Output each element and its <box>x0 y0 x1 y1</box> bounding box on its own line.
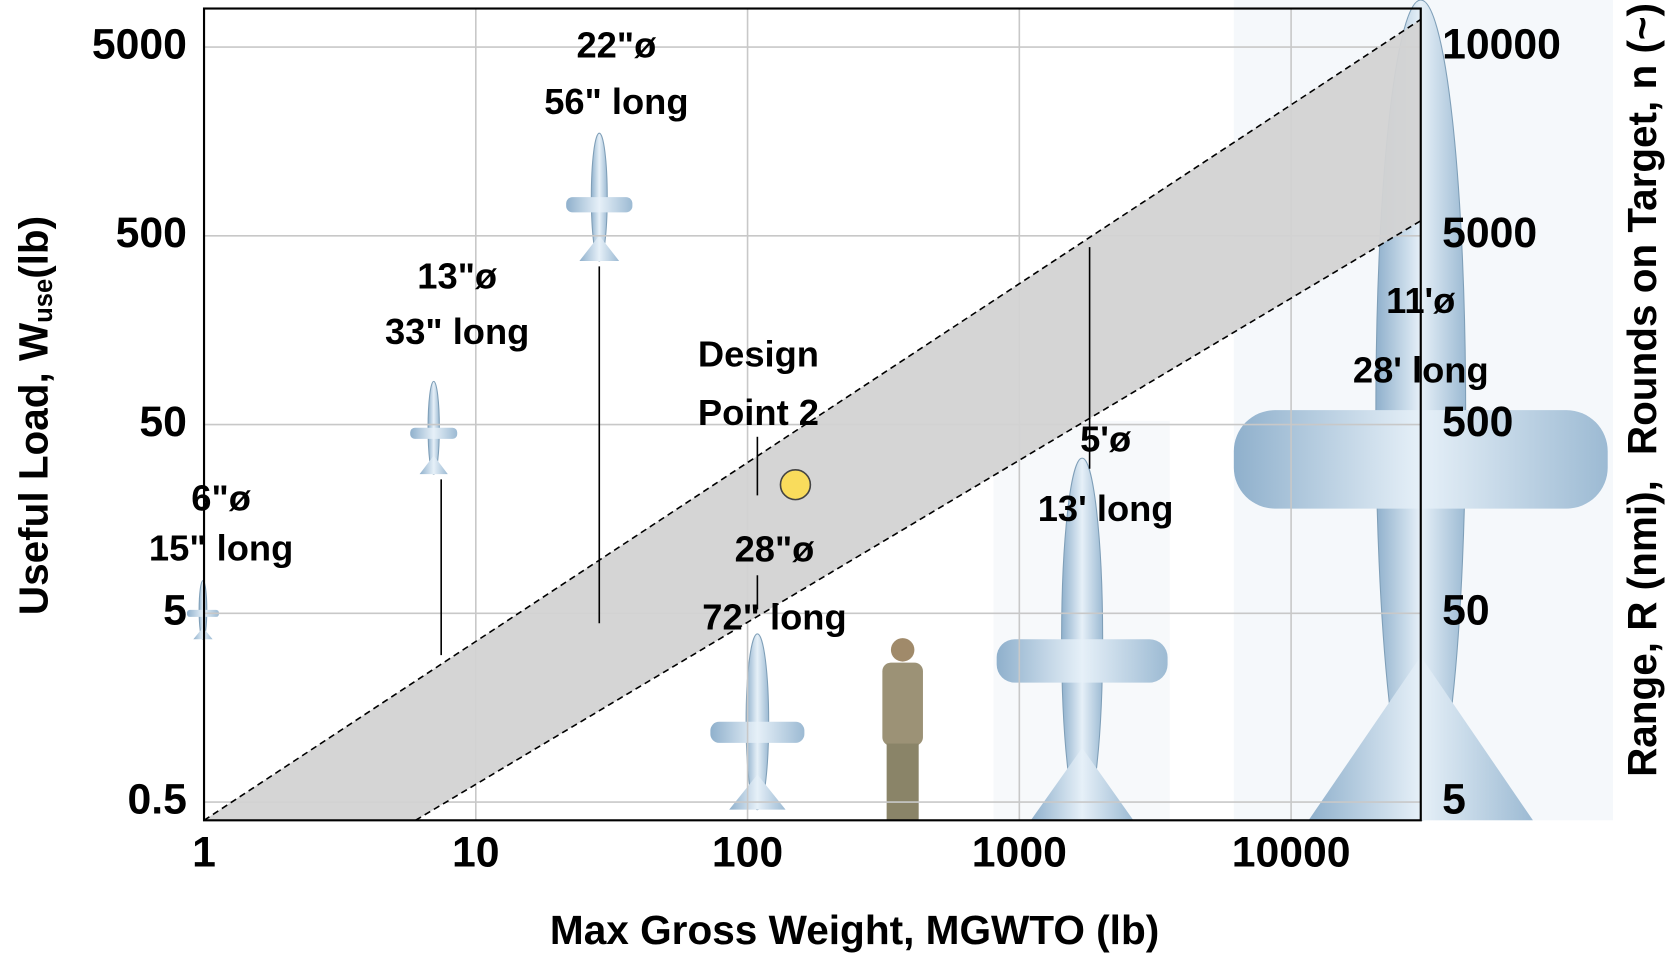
x-tick-label: 100 <box>712 829 783 877</box>
tail <box>420 456 448 475</box>
x-axis-title: Max Gross Weight, MGWTO (lb) <box>550 907 1159 953</box>
y-tick-label: 0.5 <box>128 775 187 823</box>
wing <box>566 197 632 212</box>
wing <box>410 428 457 439</box>
y-tick-label: 5 <box>163 587 187 635</box>
wing <box>710 722 804 743</box>
design-point-label: Point 2 <box>698 392 819 433</box>
vehicle-length: 56" long <box>544 81 688 122</box>
vehicle-length: 15" long <box>149 527 293 568</box>
y2-tick-label: 10000 <box>1442 20 1561 68</box>
x-tick-label: 10 <box>452 829 500 877</box>
y2-axis-title-rounds: Rounds on Target, n (~) <box>1619 3 1665 455</box>
y2-tick-label: 5000 <box>1442 209 1537 257</box>
design-point-label: Design <box>698 333 819 374</box>
y-tick-label: 5000 <box>92 20 187 68</box>
head <box>891 638 915 661</box>
x-tick-label: 10000 <box>1232 829 1351 877</box>
vehicle-diameter: 22"ø <box>576 25 656 66</box>
y2-tick-label: 500 <box>1442 398 1513 446</box>
aircraft-icon <box>566 133 632 261</box>
tail <box>729 775 785 810</box>
y2-axis-title-range: Range, R (nmi), <box>1619 480 1665 777</box>
vehicle-diameter: 28"ø <box>735 528 815 569</box>
body <box>882 663 923 746</box>
y-axis-title-main: Useful Load, W <box>10 322 56 615</box>
x-tick-label: 1000 <box>972 829 1067 877</box>
vehicle-length: 28' long <box>1353 349 1489 390</box>
y-axis-title-sub: use <box>30 279 58 323</box>
aircraft-icon <box>710 634 804 810</box>
y-tick-label: 50 <box>139 398 187 446</box>
vehicle-length: 13' long <box>1038 488 1174 529</box>
y-axis-title: Useful Load, Wuse(lb) <box>10 216 58 615</box>
page: {"chart_data": {"type": "band", "x_label… <box>0 0 1675 962</box>
vehicle-diameter: 5'ø <box>1080 419 1131 460</box>
y-axis-title-unit: (lb) <box>10 216 56 279</box>
y2-tick-label: 5 <box>1442 775 1466 823</box>
vehicle-diameter: 13"ø <box>417 256 497 297</box>
aircraft-icon <box>410 381 457 474</box>
y-tick-label: 500 <box>116 209 187 257</box>
design-point <box>780 470 810 500</box>
vehicle-diameter: 6"ø <box>191 477 251 518</box>
x-tick-label: 1 <box>192 829 216 877</box>
person-icon <box>882 638 923 820</box>
vehicle-diameter: 11'ø <box>1386 280 1455 321</box>
legs <box>887 744 919 821</box>
chart: 1 10 100 1000 10000 0.5 5 50 500 5000 5 50 500 5000 10… <box>0 0 1675 962</box>
tail <box>579 235 619 261</box>
vehicle-length: 72" long <box>702 597 846 638</box>
y2-tick-label: 50 <box>1442 587 1490 635</box>
wing <box>997 639 1168 682</box>
vehicle-length: 33" long <box>385 311 529 352</box>
